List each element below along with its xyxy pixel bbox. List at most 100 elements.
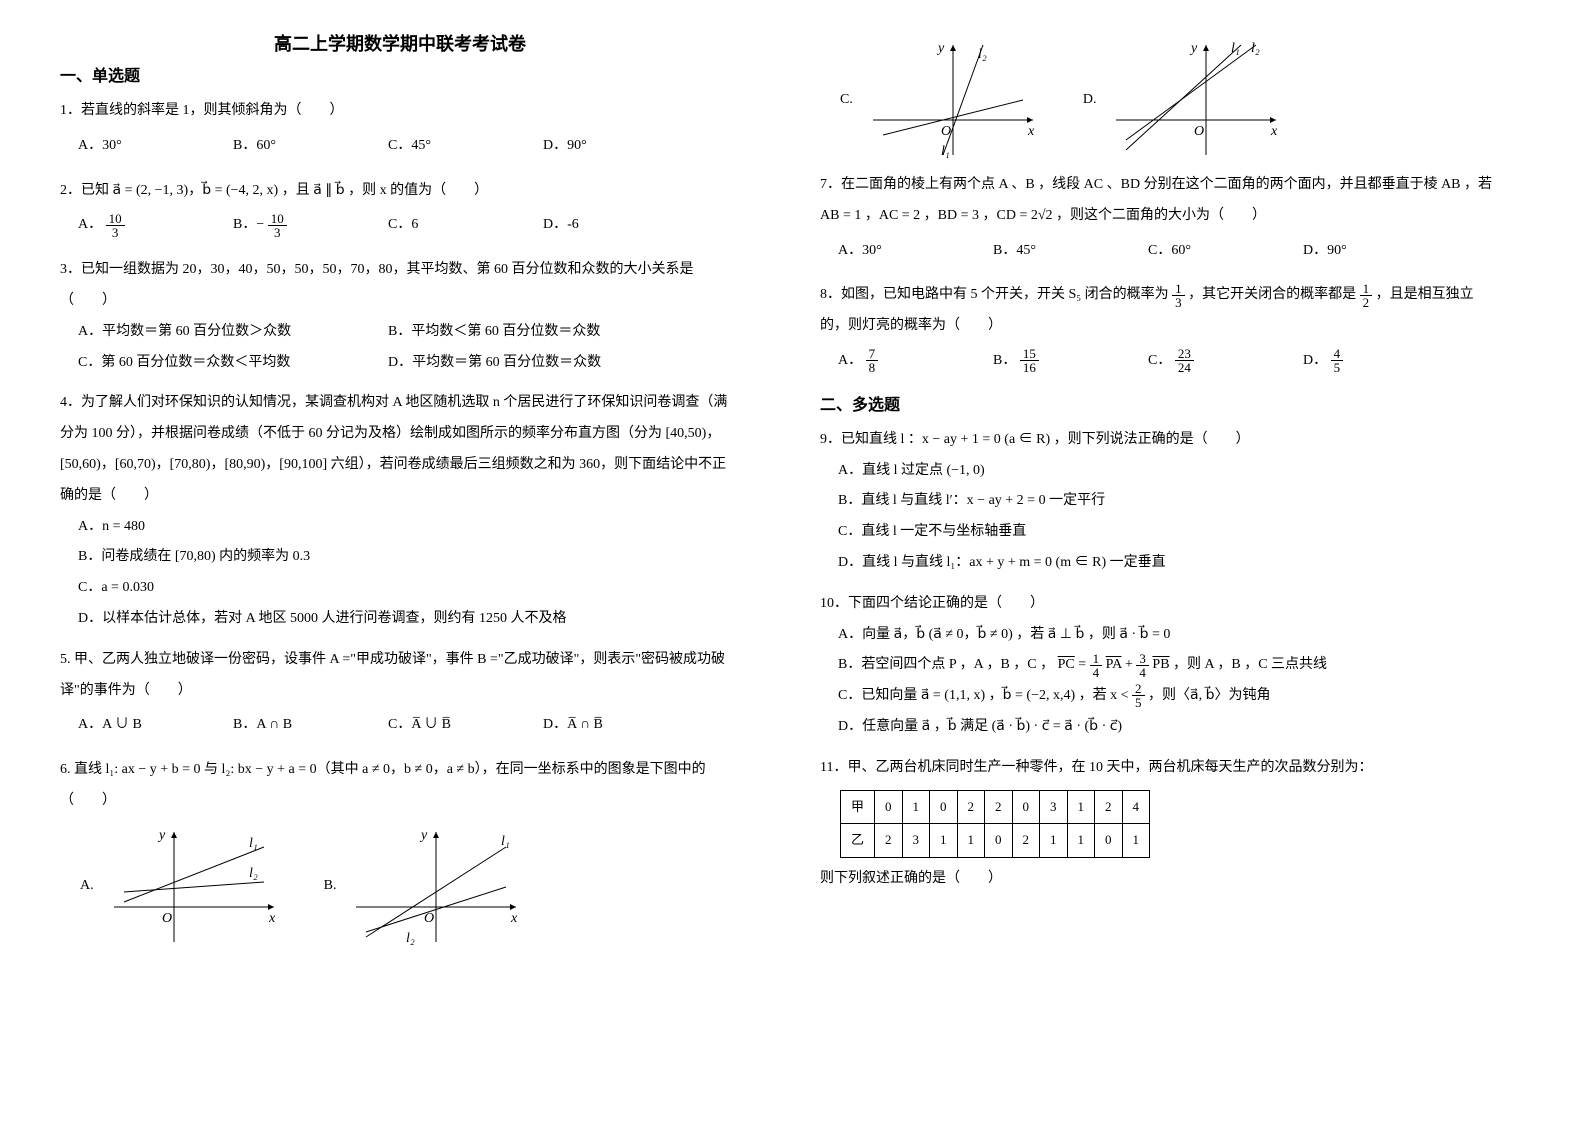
q3-choice-b: B．平均数＜第 60 百分位数＝众数 — [388, 317, 698, 348]
q8-stem-a: 8．如图，已知电路中有 5 个开关，开关 S₅ 闭合的概率为 — [820, 287, 1172, 302]
q4-choice-d: D．以样本估计总体，若对 A 地区 5000 人进行问卷调查，则约有 1250 … — [78, 604, 698, 635]
q11-tail: 则下列叙述正确的是（ ） — [820, 864, 1500, 895]
q5-choice-a: A．A ∪ B — [78, 706, 233, 745]
q1-choice-b: B．60° — [233, 127, 388, 166]
svg-text:x: x — [1270, 124, 1278, 139]
svg-text:x: x — [1027, 124, 1035, 139]
question-7: 7．在二面角的棱上有两个点 A 、B ，线段 AC 、BD 分别在这个二面角的两… — [820, 170, 1500, 270]
question-5: 5. 甲、乙两人独立地破译一份密码，设事件 A ="甲成功破译"，事件 B ="… — [60, 645, 740, 745]
question-10: 10．下面四个结论正确的是（ ） A．向量 a⃗，b⃗ (a⃗ ≠ 0，b⃗ ≠… — [820, 589, 1500, 743]
q11-r2-7: 1 — [1067, 824, 1095, 858]
q3-stem: 3．已知一组数据为 20，30，40，50，50，50，70，80，其平均数、第… — [60, 255, 740, 317]
question-2: 2．已知 a⃗ = (2, −1, 3)，b⃗ = (−4, 2, x) ，且 … — [60, 176, 740, 246]
svg-text:y: y — [936, 41, 945, 56]
q8-a-den: 8 — [866, 361, 879, 374]
q8-choice-d: D． 45 — [1303, 342, 1458, 381]
q11-stem: 11．甲、乙两台机床同时生产一种零件，在 10 天中，两台机床每天生产的次品数分… — [820, 753, 1500, 784]
q10-b-d1: 4 — [1090, 666, 1103, 679]
q11-r2-2: 1 — [930, 824, 958, 858]
question-9: 9．已知直线 l ：x − ay + 1 = 0 (a ∈ R) ，则下列说法正… — [820, 425, 1500, 579]
question-6: 6. 直线 l₁: ax − y + b = 0 与 l₂: bx − y + … — [60, 755, 740, 947]
q2-stem: 2．已知 a⃗ = (2, −1, 3)，b⃗ = (−4, 2, x) ，且 … — [60, 176, 740, 207]
svg-text:l₁: l₁ — [941, 144, 950, 159]
q3-choice-c: C．第 60 百分位数＝众数＜平均数 — [78, 348, 388, 379]
q2-a-den: 3 — [106, 226, 125, 239]
q6-stem: 6. 直线 l₁: ax − y + b = 0 与 l₂: bx − y + … — [60, 755, 740, 817]
q6-graph-b: x y O l₁ l₂ — [346, 827, 526, 947]
q10-b-pa: PA — [1106, 657, 1122, 672]
svg-text:y: y — [419, 828, 428, 843]
q8-c-num: 23 — [1175, 347, 1194, 361]
q10-b-pb: PB — [1152, 657, 1169, 672]
svg-text:y: y — [157, 828, 166, 843]
q10-b-n1: 1 — [1090, 652, 1103, 666]
question-11: 11．甲、乙两台机床同时生产一种零件，在 10 天中，两台机床每天生产的次品数分… — [820, 753, 1500, 895]
q7-stem: 7．在二面角的棱上有两个点 A 、B ，线段 AC 、BD 分别在这个二面角的两… — [820, 170, 1500, 232]
svg-text:l₂: l₂ — [406, 931, 415, 946]
section-2-title: 二、多选题 — [820, 391, 1500, 415]
q10-b-b: ，则 A ，B ，C 三点共线 — [1173, 657, 1327, 672]
svg-text:l₂: l₂ — [978, 47, 987, 62]
table-row: 乙 2 3 1 1 0 2 1 1 0 1 — [841, 824, 1150, 858]
q2-a-num: 10 — [106, 212, 125, 226]
q11-r1-3: 2 — [957, 790, 985, 824]
q8-choice-c: C． 2324 — [1148, 342, 1303, 381]
q5-choice-d: D．A̅ ∩ B̅ — [543, 706, 698, 745]
svg-text:l₁: l₁ — [1231, 41, 1240, 56]
q11-r2-label: 乙 — [841, 824, 875, 858]
q1-stem: 1．若直线的斜率是 1，则其倾斜角为（ ） — [60, 96, 740, 127]
q11-r1-2: 0 — [930, 790, 958, 824]
q8-stem-b: ，其它开关闭合的概率都是 — [1188, 287, 1360, 302]
q8-b-den: 16 — [1020, 361, 1039, 374]
q10-b-a: B．若空间四个点 P ，A ，B ，C ， — [838, 657, 1054, 672]
q11-r1-4: 2 — [985, 790, 1013, 824]
q6-choice-a: A. x y O l₁ l₂ — [80, 827, 284, 947]
q10-stem: 10．下面四个结论正确的是（ ） — [820, 589, 1500, 620]
q1-choice-a: A．30° — [78, 127, 233, 166]
q2-choice-c: C．6 — [388, 206, 543, 245]
question-4: 4．为了解人们对环保知识的认知情况，某调查机构对 A 地区随机选取 n 个居民进… — [60, 388, 740, 634]
q10-c-b: ，则〈a⃗, b⃗〉为钝角 — [1148, 688, 1270, 703]
q8-d-den: 5 — [1331, 361, 1344, 374]
q11-r2-8: 0 — [1095, 824, 1123, 858]
q10-b-d2: 4 — [1136, 666, 1149, 679]
q7-choice-d: D．90° — [1303, 232, 1458, 271]
q6-a-label: A. — [80, 871, 94, 902]
q2-choice-a: A． 103 — [78, 206, 233, 245]
q11-r1-0: 0 — [875, 790, 903, 824]
svg-text:O: O — [162, 911, 172, 926]
q4-choice-c: C．a = 0.030 — [78, 573, 698, 604]
q9-choice-c: C．直线 l 一定不与坐标轴垂直 — [838, 517, 1458, 548]
question-8: 8．如图，已知电路中有 5 个开关，开关 S₅ 闭合的概率为 13 ，其它开关闭… — [820, 280, 1500, 380]
q11-r1-5: 0 — [1012, 790, 1040, 824]
q4-choice-b: B．问卷成绩在 [70,80) 内的频率为 0.3 — [78, 542, 698, 573]
q1-choice-d: D．90° — [543, 127, 698, 166]
q6-c-label: C. — [840, 92, 853, 108]
q10-choice-c: C．已知向量 a⃗ = (1,1, x) ，b⃗ = (−2, x,4) ，若 … — [838, 681, 1458, 712]
q8-d-num: 4 — [1331, 347, 1344, 361]
svg-text:l₁: l₁ — [249, 836, 258, 851]
q11-r1-1: 1 — [902, 790, 930, 824]
svg-text:y: y — [1189, 41, 1198, 56]
q7-choice-b: B．45° — [993, 232, 1148, 271]
q4-stem: 4．为了解人们对环保知识的认知情况，某调查机构对 A 地区随机选取 n 个居民进… — [60, 388, 740, 511]
q7-choice-a: A．30° — [838, 232, 993, 271]
q9-stem: 9．已知直线 l ：x − ay + 1 = 0 (a ∈ R) ，则下列说法正… — [820, 425, 1500, 456]
q2-b-num: 10 — [268, 212, 287, 226]
q8-choice-b: B． 1516 — [993, 342, 1148, 381]
q4-choice-a: A．n = 480 — [78, 512, 698, 543]
q3-choice-a: A．平均数＝第 60 百分位数＞众数 — [78, 317, 388, 348]
q11-r1-6: 3 — [1040, 790, 1068, 824]
q2-choice-b: B．− 103 — [233, 206, 388, 245]
svg-text:l₂: l₂ — [249, 866, 258, 881]
q6-graph-c: x y O l₂ l₁ — [863, 40, 1043, 160]
q1-choice-c: C．45° — [388, 127, 543, 166]
svg-text:l₁: l₁ — [501, 834, 510, 849]
svg-text:l₂: l₂ — [1251, 41, 1260, 56]
question-3: 3．已知一组数据为 20，30，40，50，50，50，70，80，其平均数、第… — [60, 255, 740, 378]
q8-d-pre: D． — [1303, 353, 1327, 368]
q6-graph-d: x y O l₁ l₂ — [1106, 40, 1286, 160]
q11-r2-3: 1 — [957, 824, 985, 858]
q7-choice-c: C．60° — [1148, 232, 1303, 271]
page-title: 高二上学期数学期中联考考试卷 — [60, 30, 740, 56]
